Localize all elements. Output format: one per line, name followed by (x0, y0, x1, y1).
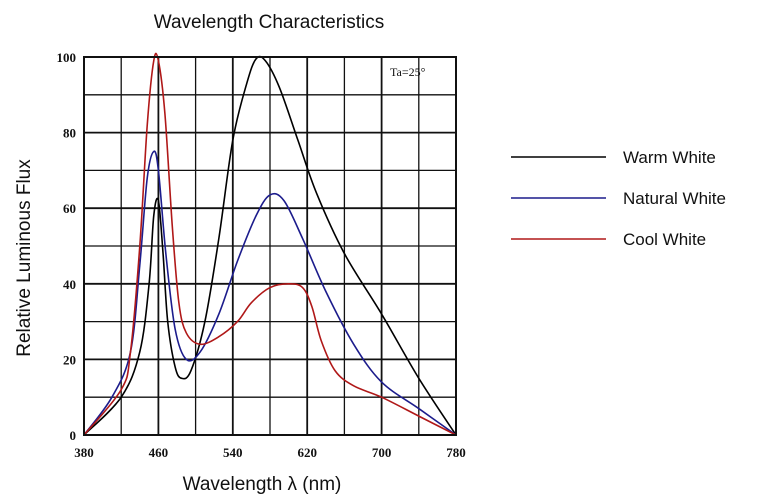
x-tick-label: 380 (74, 445, 94, 460)
series-line-natural-white (83, 150, 457, 436)
y-tick-label: 40 (63, 277, 76, 292)
legend: Warm White Natural White Cool White (511, 148, 726, 249)
legend-label-cool-white: Cool White (623, 230, 706, 249)
x-axis-label: Wavelength λ (nm) (183, 474, 342, 495)
legend-label-natural-white: Natural White (623, 189, 726, 208)
y-tick-label: 80 (63, 126, 76, 141)
y-tick-label: 0 (70, 428, 77, 443)
y-axis-label: Relative Luminous Flux (14, 159, 35, 357)
x-tick-label: 620 (297, 445, 317, 460)
chart-title: Wavelength Characteristics (154, 12, 385, 33)
y-tick-label: 20 (63, 352, 76, 367)
x-tick-label: 700 (372, 445, 392, 460)
axis-ticks: 380 460 540 620 700 780 0 20 40 60 80 100 (57, 50, 466, 460)
x-tick-label: 540 (223, 445, 243, 460)
annotation-temperature: Ta=25° (390, 65, 426, 79)
y-tick-label: 100 (57, 50, 77, 65)
x-tick-label: 780 (446, 445, 466, 460)
legend-label-warm-white: Warm White (623, 148, 716, 167)
y-tick-label: 60 (63, 201, 76, 216)
series-lines (83, 52, 457, 436)
series-line-warm-white (83, 55, 457, 436)
chart-grid (84, 57, 456, 435)
series-line-cool-white (83, 52, 457, 436)
plot-area-border (83, 56, 457, 436)
x-tick-label: 460 (149, 445, 169, 460)
